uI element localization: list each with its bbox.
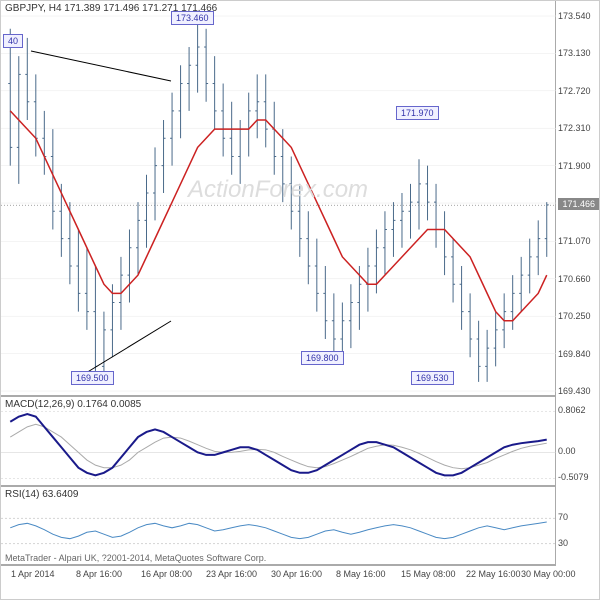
main-price-chart[interactable]: GBPJPY, H4 171.389 171.496 171.271 171.4… <box>1 1 556 396</box>
time-x-axis: 1 Apr 2014 8 Apr 16:00 16 Apr 08:00 23 Apr … <box>1 564 556 599</box>
price-annotation: 40 <box>3 34 23 48</box>
rsi-tick-label: 30 <box>558 538 568 548</box>
x-tick-label: 30 Apr 16:00 <box>271 569 322 579</box>
x-tick-label: 8 May 16:00 <box>336 569 386 579</box>
price-annotation: 169.800 <box>301 351 344 365</box>
x-tick-label: 16 Apr 08:00 <box>141 569 192 579</box>
macd-tick-label: 0.00 <box>558 446 576 456</box>
y-tick-label: 172.310 <box>558 123 591 133</box>
macd-panel[interactable]: MACD(12,26,9) 0.1764 0.0085 <box>1 396 556 486</box>
price-annotation: 171.970 <box>396 106 439 120</box>
y-tick-label: 169.840 <box>558 349 591 359</box>
price-annotation: 173.460 <box>171 11 214 25</box>
y-tick-label: 171.070 <box>558 236 591 246</box>
x-tick-label: 23 Apr 16:00 <box>206 569 257 579</box>
forex-chart-container: GBPJPY, H4 171.389 171.496 171.271 171.4… <box>0 0 600 600</box>
x-tick-label: 1 Apr 2014 <box>11 569 55 579</box>
macd-y-axis: -0.5079 0.00 0.8062 <box>554 396 599 486</box>
y-tick-label: 170.660 <box>558 274 591 284</box>
rsi-label: RSI(14) 63.6409 <box>5 489 78 500</box>
x-tick-label: 8 Apr 16:00 <box>76 569 122 579</box>
price-annotation: 169.500 <box>71 371 114 385</box>
y-tick-label: 173.540 <box>558 11 591 21</box>
rsi-tick-label: 70 <box>558 512 568 522</box>
main-y-axis: 169.430 169.840 170.250 170.660 171.070 171.4… <box>554 1 599 396</box>
macd-svg <box>1 397 556 487</box>
y-tick-label: 173.130 <box>558 48 591 58</box>
macd-tick-label: -0.5079 <box>558 472 589 482</box>
y-tick-label: 172.720 <box>558 86 591 96</box>
copyright-text: MetaTrader - Alpari UK, ?2001-2014, Meta… <box>5 553 266 563</box>
y-tick-label: 171.900 <box>558 161 591 171</box>
x-tick-label: 30 May 00:00 <box>521 569 576 579</box>
x-tick-label: 22 May 16:00 <box>466 569 521 579</box>
macd-tick-label: 0.8062 <box>558 405 586 415</box>
macd-label: MACD(12,26,9) 0.1764 0.0085 <box>5 399 141 410</box>
x-tick-label: 15 May 08:00 <box>401 569 456 579</box>
price-annotation: 169.530 <box>411 371 454 385</box>
y-tick-label: 170.250 <box>558 311 591 321</box>
y-tick-label: 169.430 <box>558 386 591 396</box>
price-svg <box>1 1 556 396</box>
rsi-y-axis: 30 70 <box>554 486 599 566</box>
current-price-badge: 171.466 <box>558 198 599 210</box>
